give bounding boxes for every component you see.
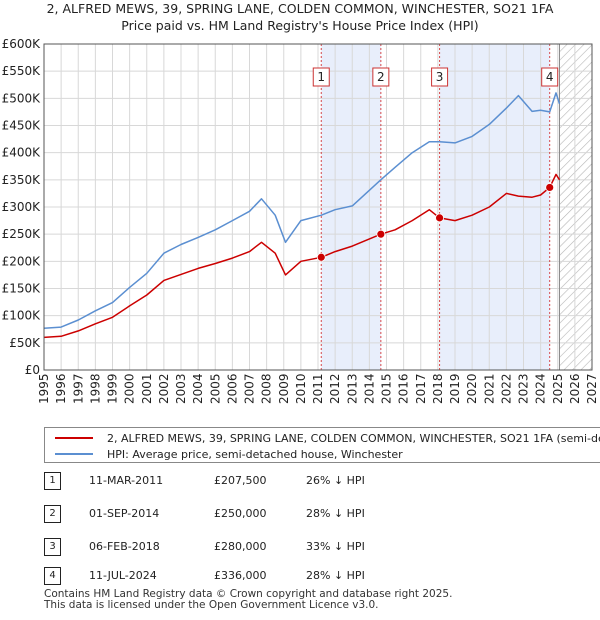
plot-frame	[43, 43, 593, 371]
sale-point	[376, 229, 386, 239]
x-tick-label: 2000	[123, 373, 137, 404]
sale-label-text: 4	[546, 70, 554, 84]
sale-price: £250,000	[214, 507, 267, 520]
x-tick-label: 1997	[71, 373, 85, 404]
sale-label-box	[431, 67, 449, 87]
x-tick-label: 1998	[88, 373, 102, 404]
sale-label-text: 3	[436, 70, 444, 84]
sale-price: £336,000	[214, 569, 267, 582]
sale-point	[316, 252, 326, 262]
sale-hpi-diff: 28% ↓ HPI	[306, 569, 365, 582]
price-swatch	[55, 437, 93, 439]
x-tick-label: 2026	[568, 373, 582, 404]
x-tick-label: 2008	[260, 373, 274, 404]
sale-number-badge: 4	[44, 567, 61, 585]
sale-number-badge: 1	[44, 472, 61, 490]
x-tick-label: 2014	[362, 373, 376, 404]
x-tick-label: 2009	[277, 373, 291, 404]
y-tick-label: £200K	[2, 254, 42, 268]
footer: Contains HM Land Registry data © Crown c…	[44, 589, 452, 611]
x-tick-label: 2020	[465, 373, 479, 404]
y-tick-label: £400K	[2, 146, 42, 160]
x-tick-label: 2018	[431, 373, 445, 404]
hpi-line	[43, 92, 561, 329]
x-tick-label: 2022	[499, 373, 513, 404]
y-tick-label: £150K	[2, 282, 42, 296]
x-tick-label: 2013	[345, 373, 359, 404]
sale-label-box	[541, 67, 559, 87]
y-tick-label: £350K	[2, 173, 42, 187]
sale-date: 06-FEB-2018	[89, 540, 160, 553]
sale-label-text: 2	[377, 70, 385, 84]
x-tick-label: 2017	[414, 373, 428, 404]
sale-point	[545, 183, 555, 192]
legend-item-price: 2, ALFRED MEWS, 39, SPRING LANE, COLDEN …	[55, 430, 600, 446]
table-row: 2 01-SEP-2014 £250,000 28% ↓ HPI	[44, 505, 404, 525]
x-tick-label: 2003	[174, 373, 188, 404]
x-tick-label: 2012	[328, 373, 342, 404]
x-tick-label: 2019	[448, 373, 462, 404]
y-tick-label: £50K	[9, 336, 41, 350]
table-row: 3 06-FEB-2018 £280,000 33% ↓ HPI	[44, 538, 404, 558]
chart-title: 2, ALFRED MEWS, 39, SPRING LANE, COLDEN …	[0, 0, 600, 34]
legend-item-hpi: HPI: Average price, semi-detached house,…	[55, 446, 403, 462]
sale-hpi-diff: 28% ↓ HPI	[306, 507, 365, 520]
y-tick-label: £500K	[2, 91, 42, 105]
x-tick-label: 2021	[482, 373, 496, 404]
sale-date: 01-SEP-2014	[89, 507, 160, 520]
x-tick-label: 2027	[585, 373, 599, 404]
x-tick-label: 2024	[534, 373, 548, 404]
sale-point	[435, 213, 444, 223]
sale-hpi-diff: 33% ↓ HPI	[306, 540, 365, 553]
x-tick-label: 1996	[54, 373, 68, 404]
sale-date: 11-MAR-2011	[89, 474, 164, 487]
y-tick-label: £0	[25, 363, 40, 377]
x-tick-label: 2004	[191, 373, 205, 404]
footer-copyright: Contains HM Land Registry data © Crown c…	[44, 588, 453, 600]
y-tick-label: £450K	[2, 119, 42, 133]
sale-label-box	[372, 67, 390, 87]
y-tick-label: £250K	[2, 227, 42, 241]
title-line-2: Price paid vs. HM Land Registry's House …	[121, 18, 479, 33]
y-tick-label: £100K	[2, 309, 42, 323]
y-tick-label: £550K	[2, 64, 42, 78]
sale-date: 11-JUL-2024	[89, 569, 157, 582]
x-tick-label: 2015	[380, 373, 394, 404]
sale-number-badge: 2	[44, 505, 61, 523]
x-tick-label: 2006	[225, 373, 239, 404]
legend-price-label: 2, ALFRED MEWS, 39, SPRING LANE, COLDEN …	[107, 431, 600, 445]
sale-hpi-diff: 26% ↓ HPI	[306, 474, 365, 487]
footer-licence: This data is licensed under the Open Gov…	[44, 599, 379, 611]
sale-label-text: 1	[317, 70, 325, 84]
x-tick-label: 2005	[208, 373, 222, 404]
sale-number-badge: 3	[44, 538, 61, 556]
table-row: 4 11-JUL-2024 £336,000 28% ↓ HPI	[44, 567, 404, 587]
x-tick-label: 2016	[397, 373, 411, 404]
x-tick-label: 2023	[517, 373, 531, 404]
legend-hpi-label: HPI: Average price, semi-detached house,…	[107, 447, 403, 461]
x-tick-label: 2007	[243, 373, 257, 404]
title-line-1: 2, ALFRED MEWS, 39, SPRING LANE, COLDEN …	[46, 1, 554, 16]
sale-price: £280,000	[214, 540, 267, 553]
price-chart: 1 2 3 4 £0 £50K £100K £150K £200K £250K £300K £350K…	[2, 37, 599, 404]
x-tick-label: 1995	[37, 373, 51, 404]
sale-price: £207,500	[214, 474, 267, 487]
table-row: 1 11-MAR-2011 £207,500 26% ↓ HPI	[44, 472, 404, 492]
sale-label-box	[312, 67, 330, 87]
x-tick-label: 2001	[140, 373, 154, 404]
x-tick-label: 1999	[106, 373, 120, 404]
hpi-swatch	[55, 453, 93, 455]
x-tick-label: 2002	[157, 373, 171, 404]
x-tick-label: 2010	[294, 373, 308, 404]
y-tick-label: £600K	[2, 37, 42, 51]
x-tick-label: 2025	[551, 373, 565, 404]
y-tick-label: £300K	[2, 200, 42, 214]
x-tick-label: 2011	[311, 373, 325, 404]
legend: 2, ALFRED MEWS, 39, SPRING LANE, COLDEN …	[44, 427, 600, 463]
